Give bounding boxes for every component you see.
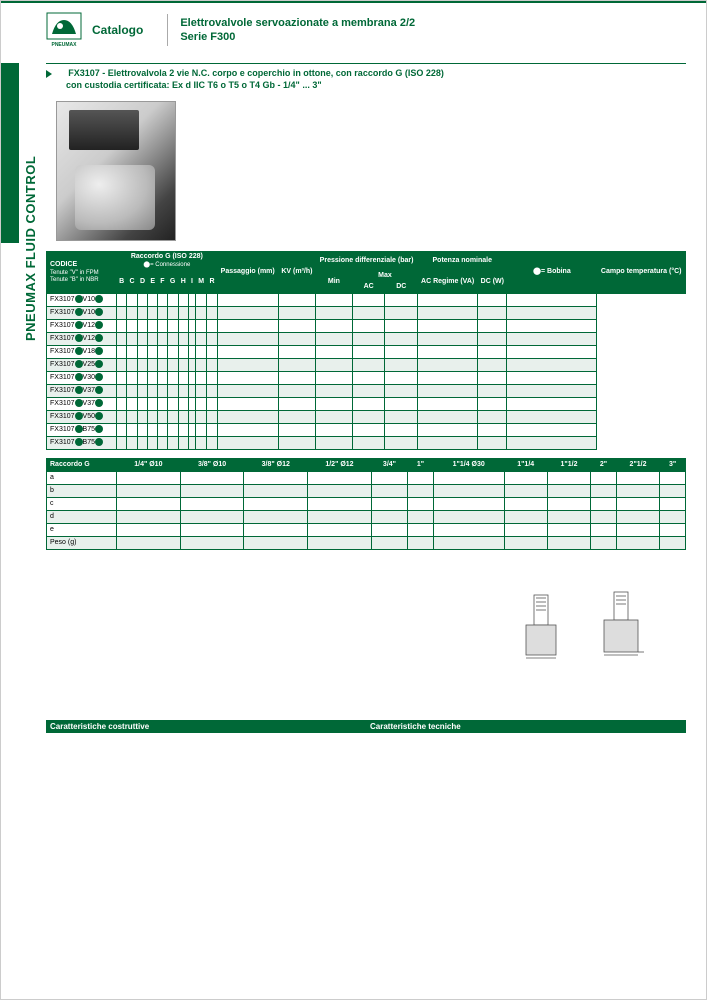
side-label: PNEUMAX FLUID CONTROL [23, 156, 38, 341]
table-row: FX3107V12 [47, 332, 686, 345]
code-cell: FX3107V25 [47, 358, 117, 371]
characteristics-row: Caratteristiche costruttive Caratteristi… [46, 720, 686, 883]
code-cell: FX3107V10 [47, 306, 117, 319]
th-kv: KV (m³/h) [278, 252, 315, 293]
content-area: FX3107 - Elettrovalvola 2 vie N.C. corpo… [46, 63, 686, 883]
side-tab [1, 63, 19, 363]
row-label: b [47, 484, 117, 497]
table-row: FX3107B75 [47, 436, 686, 449]
drawing-1 [516, 590, 566, 670]
table-row: FX3107V50 [47, 410, 686, 423]
code-cell: FX3107V37 [47, 384, 117, 397]
drawing-2 [596, 590, 646, 670]
char-tecniche: Caratteristiche tecniche [366, 720, 686, 883]
char-costruttive-header: Caratteristiche costruttive [46, 720, 366, 733]
technical-drawings [46, 590, 686, 710]
code-cell: FX3107V10 [47, 293, 117, 306]
th-pressione: Pressione differenziale (bar) [316, 252, 418, 271]
table-row: a [47, 471, 686, 484]
brand-logo: PNEUMAX [46, 12, 82, 48]
code-cell: FX3107V50 [47, 410, 117, 423]
table-row: FX3107V12 [47, 319, 686, 332]
code-cell: FX3107B75 [47, 436, 117, 449]
th-campo: Campo temperatura (°C) [597, 252, 686, 293]
table-row: c [47, 497, 686, 510]
code-cell: FX3107V18 [47, 345, 117, 358]
table-row: d [47, 510, 686, 523]
product-title: FX3107 - Elettrovalvola 2 vie N.C. corpo… [46, 68, 686, 91]
title-line-1: FX3107 - Elettrovalvola 2 vie N.C. corpo… [58, 68, 444, 78]
table-row: FX3107V30 [47, 371, 686, 384]
table-row: b [47, 484, 686, 497]
th-raccordo: Raccordo G (ISO 228) ⬤= Connessione [117, 252, 218, 271]
header-title-line-1: Elettrovalvole servoazionate a membrana … [180, 16, 415, 30]
th-raccordo-g: Raccordo G [47, 458, 117, 471]
th-codice: CODICE Tenute "V" in FPM Tenute "B" in N… [47, 252, 117, 293]
code-cell: FX3107V12 [47, 332, 117, 345]
table-row: FX3107V10 [47, 306, 686, 319]
row-label: Peso (g) [47, 536, 117, 549]
table-row: FX3107V37 [47, 397, 686, 410]
title-line-2: con custodia certificata: Ex d IIC T6 o … [46, 80, 322, 90]
code-cell: FX3107B75 [47, 423, 117, 436]
row-label: c [47, 497, 117, 510]
table-row: FX3107V10 [47, 293, 686, 306]
header-divider [167, 14, 168, 46]
row-label: e [47, 523, 117, 536]
raccordo-table: Raccordo G 1/4" Ø10 3/8" Ø10 3/8" Ø12 1/… [46, 458, 686, 550]
header-title-line-2: Serie F300 [180, 30, 415, 44]
row-label: d [47, 510, 117, 523]
table-row: FX3107B75 [47, 423, 686, 436]
char-tecniche-header: Caratteristiche tecniche [366, 720, 686, 733]
th-passaggio: Passaggio (mm) [217, 252, 278, 293]
code-cell: FX3107V12 [47, 319, 117, 332]
product-image [56, 101, 176, 241]
table-row: FX3107V18 [47, 345, 686, 358]
table-row: Peso (g) [47, 536, 686, 549]
row-label: a [47, 471, 117, 484]
header-title: Elettrovalvole servoazionate a membrana … [180, 16, 415, 45]
code-cell: FX3107V30 [47, 371, 117, 384]
page-header: PNEUMAX Catalogo Elettrovalvole servoazi… [46, 9, 686, 51]
th-bobina: ⬤= Bobina [507, 252, 597, 293]
catalog-label: Catalogo [92, 23, 143, 37]
table-row: FX3107V37 [47, 384, 686, 397]
svg-text:PNEUMAX: PNEUMAX [51, 42, 77, 48]
th-potenza: Potenza nominale [418, 252, 507, 271]
main-spec-table: CODICE Tenute "V" in FPM Tenute "B" in N… [46, 251, 686, 449]
code-cell: FX3107V37 [47, 397, 117, 410]
char-costruttive: Caratteristiche costruttive [46, 720, 366, 883]
arrow-icon [46, 70, 52, 78]
table-row: FX3107V25 [47, 358, 686, 371]
table-row: e [47, 523, 686, 536]
